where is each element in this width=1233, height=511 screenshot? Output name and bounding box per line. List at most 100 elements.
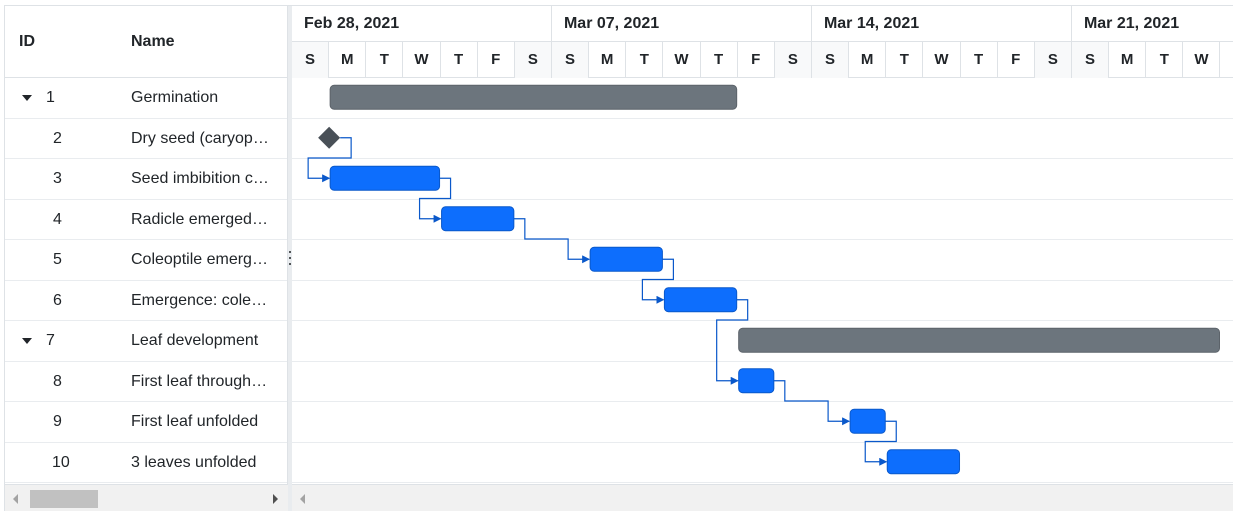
task-id-cell: 7 [46,332,55,349]
task-bar[interactable] [441,206,515,232]
task-id-cell: 3 [53,170,62,187]
task-row[interactable]: 3 Seed imbibition complete [5,159,287,200]
chart-row [292,159,1233,200]
dependency-connector[interactable] [773,380,851,426]
timeline-day-label: F [478,42,515,78]
task-bar[interactable] [849,408,886,434]
task-name-cell: Germination [131,89,219,106]
chart-row [292,281,1233,321]
scroll-right-arrow-icon[interactable] [273,494,278,504]
timeline-week-label: Mar 14, 2021 [812,6,1072,42]
timeline-day-label: S [514,42,552,78]
dependency-connector[interactable] [418,177,452,223]
dependency-connector[interactable] [307,137,352,183]
timeline-days: SMTWTFSSMTWTFSSMTWTFSSMTWTFS [292,42,1233,78]
task-id-cell: 4 [53,210,62,228]
id-column-header[interactable]: ID [19,33,35,50]
task-row[interactable]: 6 Emergence: coleoptile penetrates soil s… [5,281,287,321]
timeline-day-label: T [886,42,924,78]
parent-task-row[interactable]: 1 Germination [5,78,287,119]
task-bar[interactable] [738,368,775,394]
timeline-day-label: T [961,42,998,78]
timeline-day-label: S [551,42,590,78]
dependency-connector[interactable] [641,258,674,304]
task-id-cell: 9 [53,413,62,430]
timeline-day-label: T [701,42,738,78]
chart-row [292,200,1233,240]
chart-pane: Feb 28, 2021 Mar 07, 2021 Mar 14, 2021 Mar … [292,6,1233,511]
chart-row [292,119,1233,159]
chart-row [292,362,1233,402]
timeline-day-label: W [663,42,701,78]
grid-header: ID Name [5,6,287,78]
timeline-day-label: M [329,42,367,78]
timeline-week-label: Mar 21, 2021 [1072,6,1233,42]
chart-horizontal-scrollbar[interactable] [292,484,1233,511]
timeline-day-label: F [738,42,775,78]
task-name-cell: 3 leaves unfolded [131,453,257,471]
timeline-week-label: Feb 28, 2021 [292,6,552,42]
dependency-connector[interactable] [716,299,749,385]
timeline-day-label: S [811,42,850,78]
gantt-chart: ID Name 1 Germination 2 Dry seed (caryopsis… [4,5,1233,511]
task-id-cell: 10 [52,453,70,471]
timeline-day-label: M [1109,42,1147,78]
task-row[interactable]: 9 First leaf unfolded [5,402,287,443]
dependency-connector[interactable] [513,218,591,264]
scroll-left-arrow-icon[interactable] [13,494,18,504]
timeline-day-label: M [589,42,627,78]
task-name-cell: First leaf through coleoptile [131,372,271,390]
summary-bar[interactable] [329,84,738,110]
timeline-day-label: F [998,42,1035,78]
timeline-day-label: T [1221,42,1233,78]
timeline-day-label: S [1034,42,1072,78]
timeline-day-label: S [774,42,812,78]
scrollbar-thumb[interactable] [30,490,98,508]
pane-splitter[interactable] [288,6,292,511]
timeline-day-label: S [1071,42,1110,78]
task-bar[interactable] [886,449,961,475]
collapse-caret-icon[interactable] [22,95,32,101]
chart-row [292,78,1233,119]
timeline-day-label: T [366,42,404,78]
timeline-day-label: T [441,42,478,78]
chart-row [292,240,1233,281]
task-bars-layer [307,84,1220,475]
summary-bar[interactable] [738,327,1220,353]
task-name-cell: First leaf unfolded [131,413,259,430]
task-bar[interactable] [329,165,441,191]
task-name-cell: Coleoptile emerged from caryopsis [131,251,271,268]
collapse-caret-icon[interactable] [22,338,32,344]
task-row[interactable]: 4 Radicle emerged from caryopsis [5,200,287,240]
task-bar[interactable] [589,246,663,272]
timeline-day-label: W [1183,42,1221,78]
name-column-header[interactable]: Name [131,33,175,50]
splitter-handle-icon[interactable] [288,250,292,266]
milestone-marker[interactable] [318,126,341,149]
task-name-cell: Seed imbibition complete [131,170,271,187]
task-row[interactable]: 10 3 leaves unfolded [5,443,287,483]
timeline-weeks: Feb 28, 2021 Mar 07, 2021 Mar 14, 2021 Mar … [292,6,1233,42]
task-name-cell: Radicle emerged from caryopsis [131,210,271,228]
timeline-day-label: T [1146,42,1184,78]
task-bar[interactable] [663,287,738,313]
timeline-day-label: T [626,42,664,78]
timeline-day-label: S [292,42,330,78]
dependency-connector[interactable] [864,420,897,466]
grid-horizontal-scrollbar[interactable] [5,484,288,511]
chart-body [292,78,1233,484]
task-name-cell: Dry seed (caryopsis) [131,129,271,147]
task-row[interactable]: 2 Dry seed (caryopsis) [5,119,287,159]
chart-scroll-left-arrow-icon[interactable] [300,494,305,504]
chart-row [292,443,1233,483]
task-id-cell: 1 [46,89,55,106]
task-name-cell: Leaf development [131,332,259,349]
timeline-day-label: M [849,42,887,78]
task-grid: ID Name 1 Germination 2 Dry seed (caryopsis… [5,6,288,511]
task-row[interactable]: 8 First leaf through coleoptile [5,362,287,402]
chart-row [292,321,1233,362]
timeline-day-label: W [403,42,441,78]
parent-task-row[interactable]: 7 Leaf development [5,321,287,362]
task-row[interactable]: 5 Coleoptile emerged from caryopsis [5,240,287,281]
timeline-week-label: Mar 07, 2021 [552,6,812,42]
